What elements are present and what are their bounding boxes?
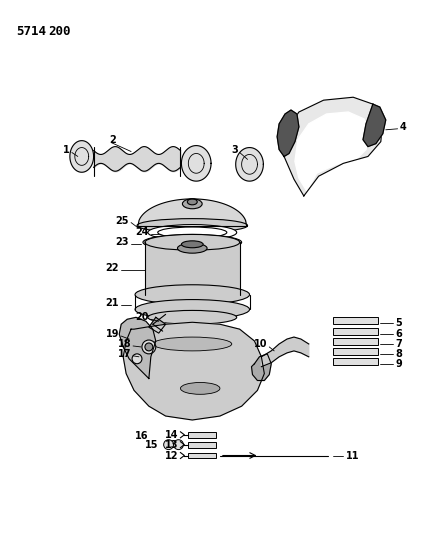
Text: 12: 12 <box>165 450 178 461</box>
Ellipse shape <box>148 310 237 324</box>
Bar <box>333 338 378 345</box>
Bar <box>333 328 378 335</box>
Text: 10: 10 <box>254 339 268 349</box>
Text: 11: 11 <box>346 450 360 461</box>
Ellipse shape <box>182 199 202 209</box>
Text: 25: 25 <box>116 216 129 225</box>
Text: 20: 20 <box>135 312 149 322</box>
Polygon shape <box>236 148 263 181</box>
Ellipse shape <box>148 224 237 240</box>
Polygon shape <box>277 110 299 157</box>
Text: 9: 9 <box>395 359 402 369</box>
Text: 17: 17 <box>118 349 131 359</box>
Polygon shape <box>119 317 156 378</box>
Text: 15: 15 <box>145 440 159 450</box>
Bar <box>188 442 216 448</box>
Text: 18: 18 <box>117 339 131 349</box>
Bar <box>333 317 378 324</box>
Text: 13: 13 <box>165 440 178 450</box>
Text: 4: 4 <box>400 122 406 132</box>
Text: 5714: 5714 <box>17 25 47 38</box>
Polygon shape <box>363 104 386 147</box>
Ellipse shape <box>135 285 250 304</box>
Ellipse shape <box>181 241 203 248</box>
Text: 24: 24 <box>135 228 149 237</box>
Bar <box>188 432 216 438</box>
Ellipse shape <box>145 287 240 303</box>
Polygon shape <box>123 322 265 420</box>
Text: 3: 3 <box>231 144 238 155</box>
Ellipse shape <box>178 243 207 253</box>
Bar <box>188 453 216 458</box>
Ellipse shape <box>181 383 220 394</box>
Text: 5: 5 <box>395 318 402 328</box>
Polygon shape <box>284 97 383 196</box>
Text: 21: 21 <box>106 297 119 308</box>
Circle shape <box>173 440 184 450</box>
Circle shape <box>163 440 173 450</box>
Text: 8: 8 <box>395 349 402 359</box>
Text: 2: 2 <box>110 135 116 144</box>
Bar <box>333 348 378 355</box>
Ellipse shape <box>187 199 197 205</box>
Text: 22: 22 <box>106 263 119 273</box>
Text: 16: 16 <box>135 431 149 441</box>
Polygon shape <box>262 337 309 367</box>
Text: 14: 14 <box>165 430 178 440</box>
Bar <box>333 358 378 365</box>
Circle shape <box>145 343 153 351</box>
Polygon shape <box>295 112 370 191</box>
Polygon shape <box>252 354 271 381</box>
Ellipse shape <box>153 337 232 351</box>
Text: 23: 23 <box>116 237 129 247</box>
Polygon shape <box>70 141 94 172</box>
Ellipse shape <box>145 235 240 250</box>
Polygon shape <box>181 146 211 181</box>
Text: 6: 6 <box>395 329 402 339</box>
Circle shape <box>142 340 156 354</box>
Text: 7: 7 <box>395 339 402 349</box>
Ellipse shape <box>135 300 250 319</box>
Text: 1: 1 <box>63 144 70 155</box>
Circle shape <box>132 354 142 364</box>
Ellipse shape <box>143 235 242 250</box>
Bar <box>145 243 240 295</box>
Text: 200: 200 <box>48 25 71 38</box>
Ellipse shape <box>158 227 227 238</box>
Ellipse shape <box>137 219 247 232</box>
Text: 19: 19 <box>106 329 119 339</box>
Polygon shape <box>149 317 166 333</box>
